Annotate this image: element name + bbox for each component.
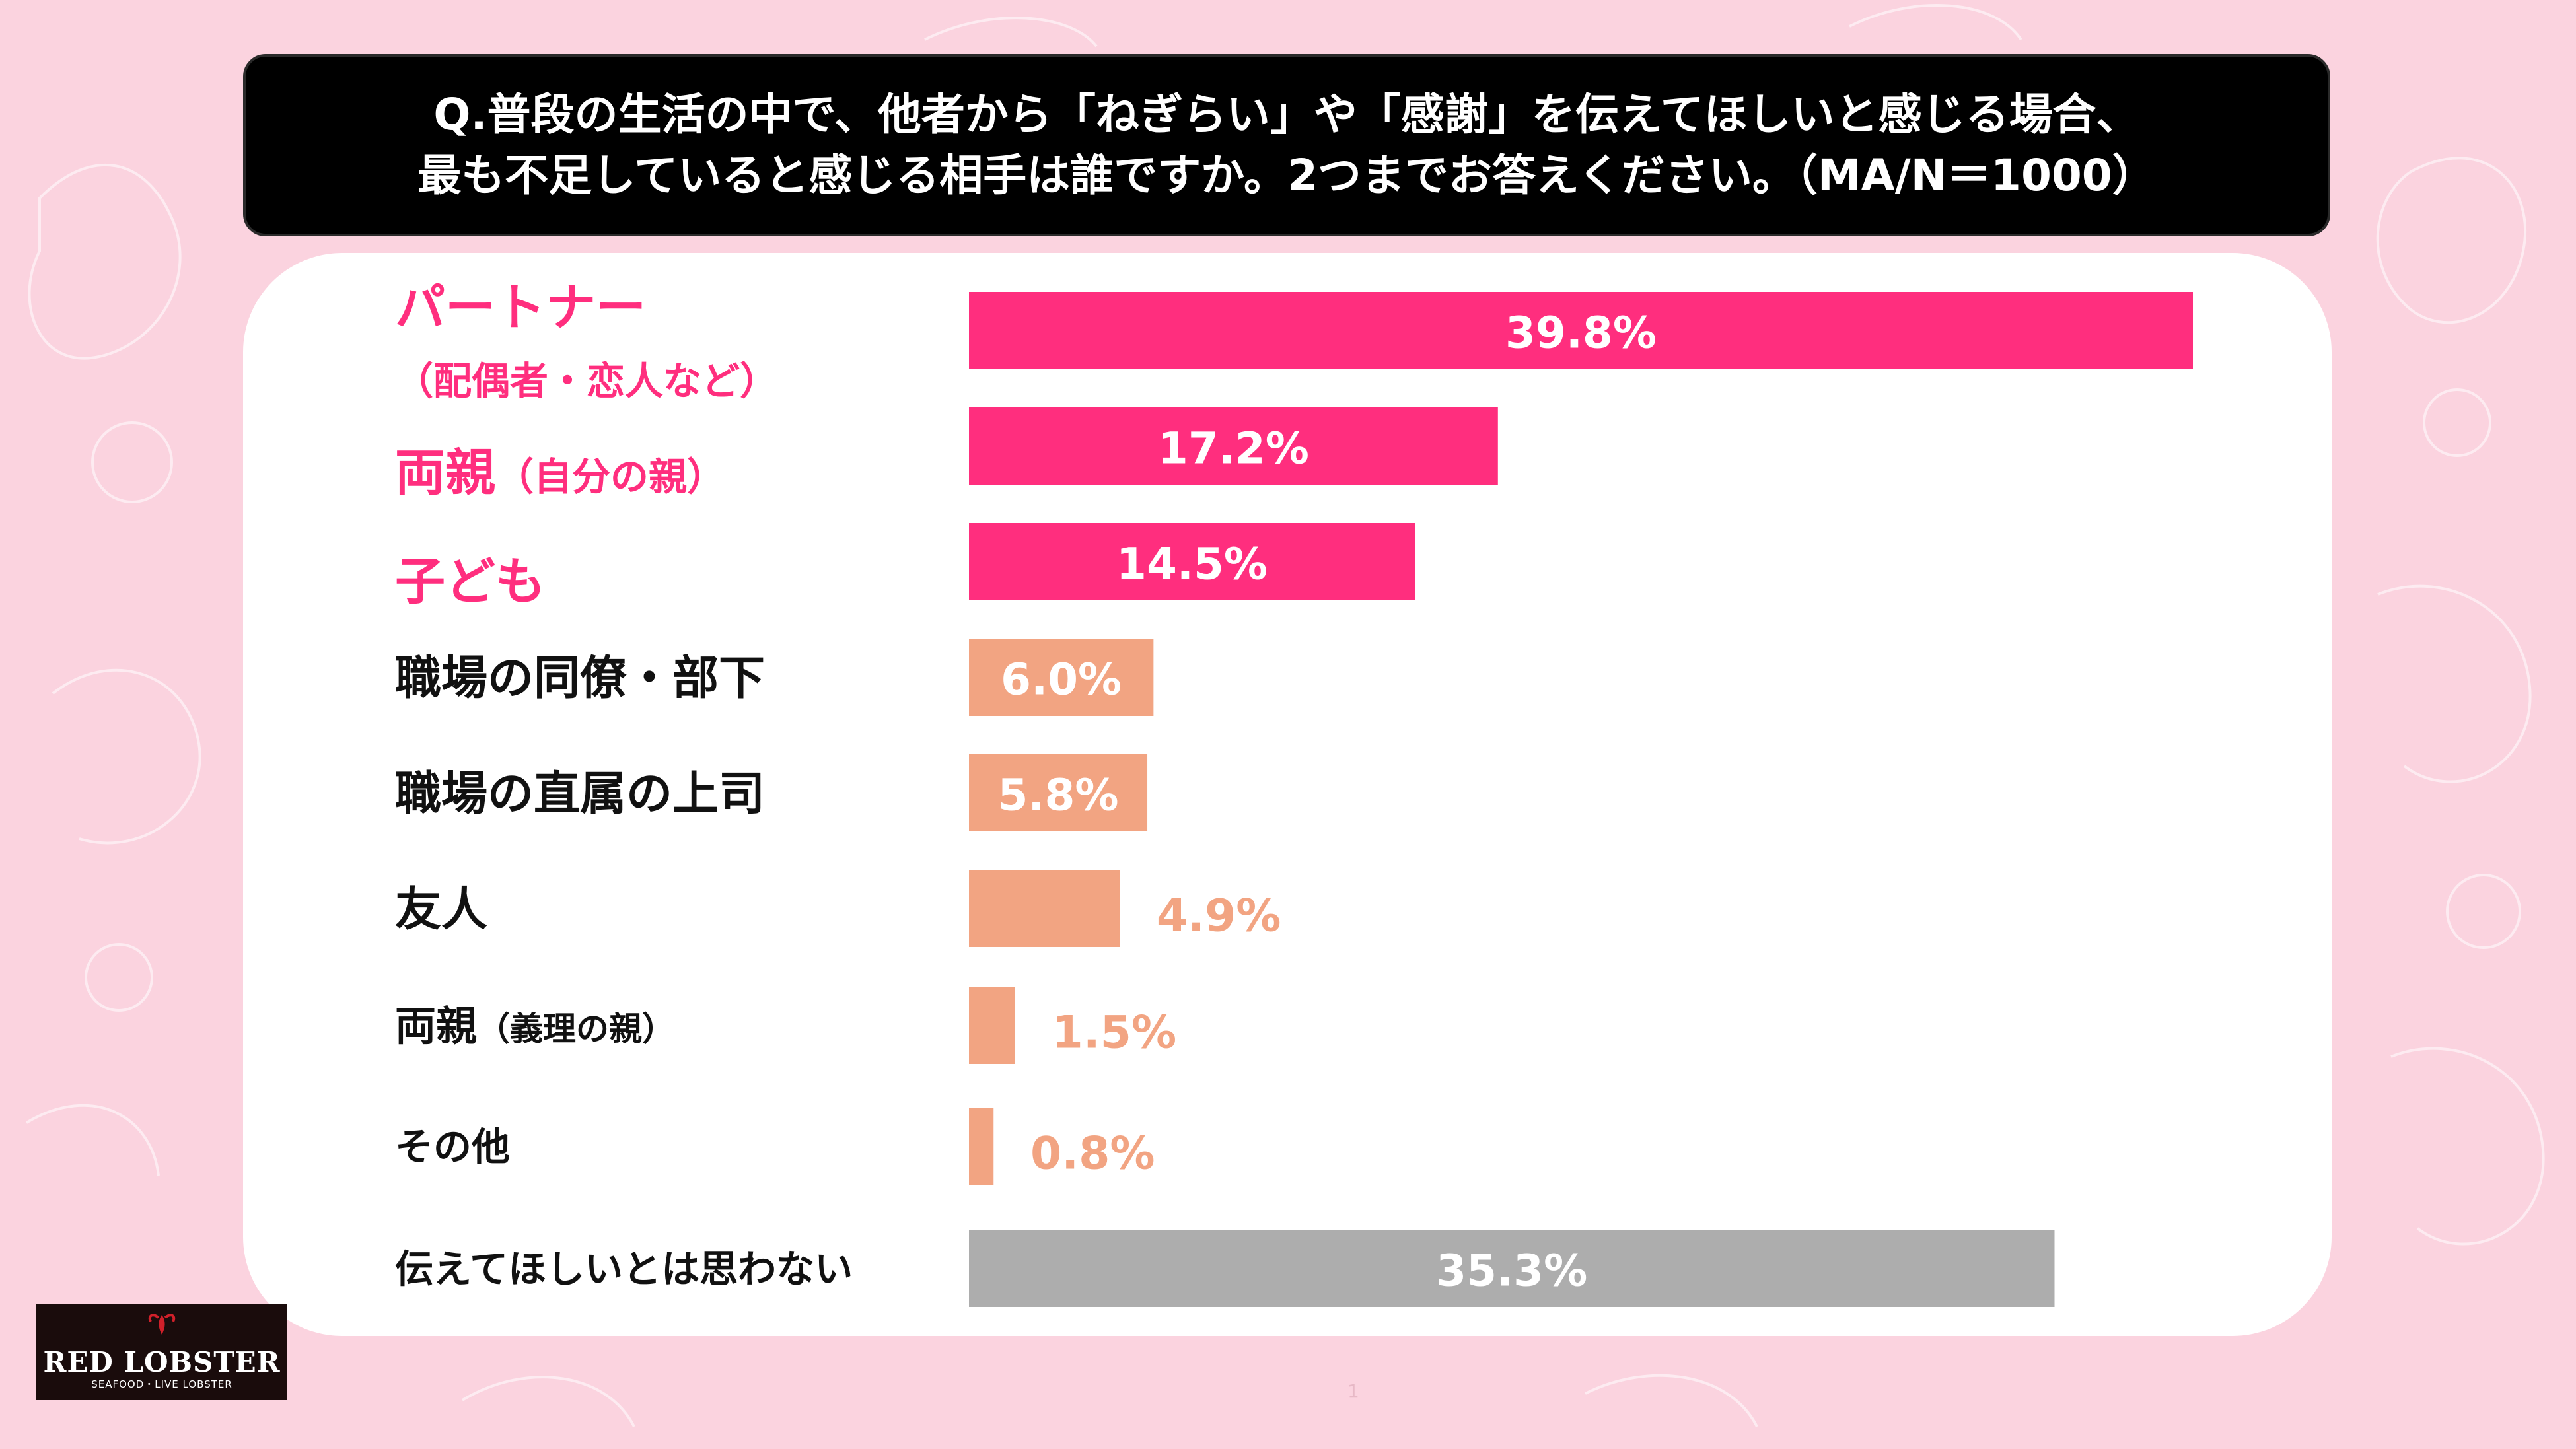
category-main-5: 職場の直属の上司: [395, 767, 765, 821]
bar-value-label-3: 14.5%: [1116, 539, 1268, 590]
category-label-5: 職場の直属の上司: [395, 767, 765, 821]
question-title-line-2: 最も不足していると感じる相手は誰ですか。2つまでお答えください。（MA/N＝10…: [417, 150, 2156, 201]
bar-2: [969, 407, 1498, 485]
bar-value-label-6: 4.9%: [1157, 890, 1281, 942]
bar-value-label-4: 6.0%: [1001, 654, 1122, 705]
category-label-3: 子ども: [395, 552, 546, 611]
bar-9: [969, 1230, 2055, 1307]
red-lobster-logo: RED LOBSTER SEAFOOD・LIVE LOBSTER: [36, 1304, 287, 1400]
bar-4: [969, 639, 1154, 716]
bar-value-label-7: 1.5%: [1052, 1007, 1177, 1059]
question-title-line-1: Q.普段の生活の中で、他者から「ねぎらい」や「感謝」を伝えてほしいと感じる場合、: [433, 89, 2140, 140]
bar-value-label-9: 35.3%: [1436, 1246, 1587, 1296]
category-main-8: その他: [395, 1124, 510, 1169]
category-main-4: 職場の同僚・部下: [395, 651, 765, 705]
category-label-9: 伝えてほしいとは思わない: [395, 1246, 853, 1291]
page-number: 1: [1347, 1380, 1359, 1402]
category-label-7: 両親（義理の親）: [395, 1002, 675, 1050]
bar-6: [969, 870, 1120, 947]
question-title-box: Q.普段の生活の中で、他者から「ねぎらい」や「感謝」を伝えてほしいと感じる場合、…: [243, 54, 2330, 236]
category-main-6: 友人: [395, 882, 487, 937]
category-main-9: 伝えてほしいとは思わない: [395, 1246, 853, 1291]
bar-value-label-1: 39.8%: [1505, 308, 1657, 359]
bar-value-label-2: 17.2%: [1158, 423, 1309, 474]
category-sublabel-7: （義理の親）: [477, 1010, 675, 1048]
category-main-2: 両親: [395, 443, 495, 502]
lobster-icon: [148, 1314, 176, 1335]
category-label-6: 友人: [395, 882, 487, 937]
bar-3: [969, 523, 1415, 600]
category-label-1: パートナー: [395, 278, 646, 337]
bar-1: [969, 292, 2193, 369]
category-label-2: 両親（自分の親）: [395, 443, 725, 502]
bar-7: [969, 987, 1015, 1064]
category-main-3: 子ども: [395, 552, 546, 611]
category-sublabel-1: （配偶者・恋人など）: [395, 359, 778, 404]
bar-value-label-5: 5.8%: [997, 770, 1118, 821]
bar-value-label-8: 0.8%: [1030, 1128, 1155, 1180]
category-label-4: 職場の同僚・部下: [395, 651, 765, 705]
bar-5: [969, 754, 1148, 831]
category-label-8: その他: [395, 1124, 510, 1169]
bar-8: [969, 1108, 994, 1185]
logo-sub-text: SEAFOOD・LIVE LOBSTER: [91, 1378, 233, 1390]
logo-main-text: RED LOBSTER: [43, 1346, 281, 1378]
category-main-7: 両親: [395, 1002, 477, 1050]
category-sublabel-2: （自分の親）: [495, 454, 725, 499]
